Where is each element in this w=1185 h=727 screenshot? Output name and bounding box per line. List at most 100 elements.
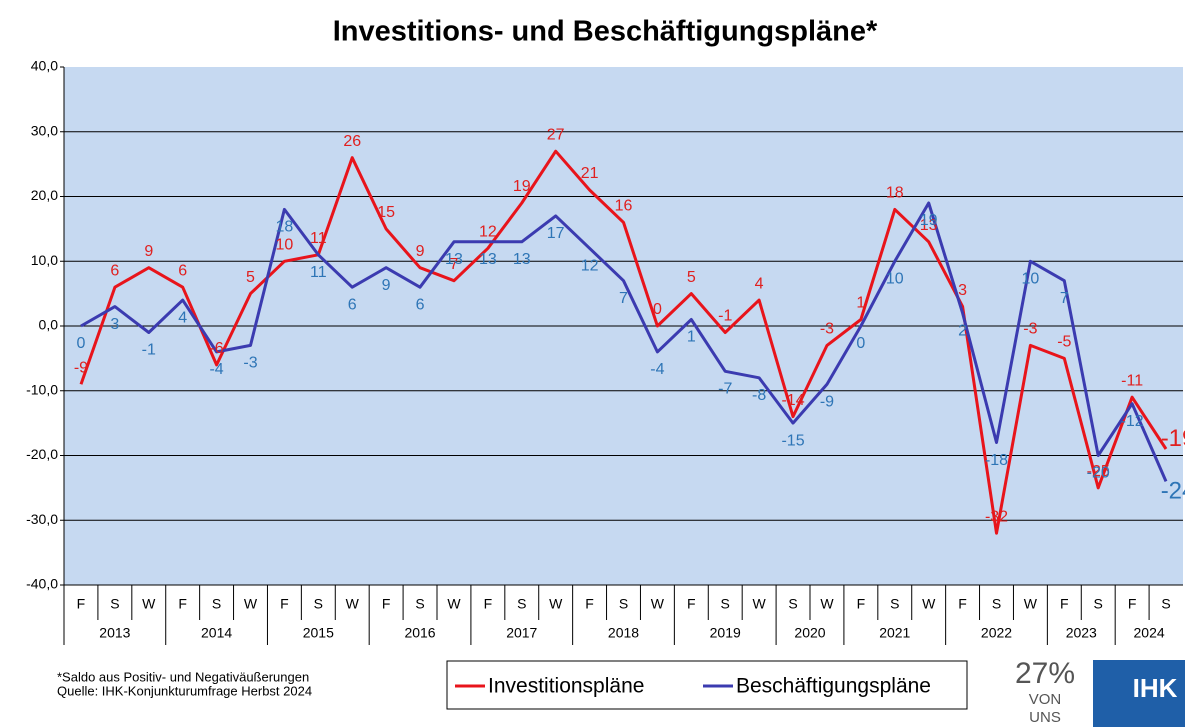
x-tick-label: S: [1161, 596, 1170, 612]
x-tick-label: W: [142, 596, 156, 612]
data-label: -5: [1057, 334, 1071, 351]
x-tick-label: W: [820, 596, 834, 612]
x-tick-label: F: [280, 596, 289, 612]
x-tick-label: F: [857, 596, 866, 612]
data-label: 11: [310, 230, 327, 247]
data-label: 16: [615, 198, 633, 215]
y-tick-label: 30,0: [31, 122, 58, 138]
x-tick-label: S: [890, 596, 899, 612]
data-label: 15: [377, 204, 395, 221]
footnote: *Saldo aus Positiv- und Negativäußerunge…: [57, 669, 309, 684]
logo: 27% VON UNS IHK: [1015, 657, 1185, 727]
year-label: 2021: [879, 625, 910, 641]
data-label: 2: [958, 322, 967, 339]
data-label: 1: [687, 329, 696, 346]
x-tick-label: W: [922, 596, 936, 612]
data-label: 7: [619, 290, 628, 307]
data-label: 3: [110, 316, 119, 333]
footnote: Quelle: IHK-Konjunkturumfrage Herbst 202…: [57, 683, 312, 698]
data-label: -3: [820, 321, 834, 338]
y-tick-label: 20,0: [31, 187, 58, 203]
year-label: 2020: [794, 625, 825, 641]
data-label: 18: [276, 219, 294, 236]
data-label: 5: [687, 269, 696, 286]
x-tick-label: W: [447, 596, 461, 612]
data-label: 3: [958, 282, 967, 299]
y-tick-label: -10,0: [26, 381, 58, 397]
year-label: 2017: [506, 625, 537, 641]
data-label: 10: [1022, 270, 1040, 287]
data-label: 0: [77, 335, 86, 352]
data-label: 6: [348, 296, 357, 313]
data-label: 21: [581, 165, 599, 182]
data-label: 9: [382, 277, 391, 294]
legend-label: Investitionspläne: [488, 675, 644, 698]
data-label: -7: [718, 381, 732, 398]
data-label: -4: [209, 361, 223, 378]
data-label: 0: [653, 301, 662, 318]
data-label: 1: [856, 295, 865, 312]
series-line: [80, 201, 1168, 482]
data-label: -6: [209, 340, 223, 357]
x-tick-label: F: [1128, 596, 1137, 612]
data-label: 4: [178, 309, 187, 326]
data-label: 7: [450, 256, 459, 273]
data-label: 26: [343, 133, 361, 150]
data-label: 5: [246, 269, 255, 286]
data-label: 13: [513, 251, 531, 268]
data-label: 4: [755, 275, 764, 292]
data-label: -11: [1121, 372, 1143, 389]
data-label: 12: [581, 258, 599, 275]
year-label: 2022: [981, 625, 1012, 641]
logo-text: 27%: [1015, 657, 1075, 690]
data-label: 0: [856, 335, 865, 352]
x-tick-label: F: [382, 596, 391, 612]
x-tick-label: F: [958, 596, 967, 612]
x-tick-label: S: [517, 596, 526, 612]
x-tick-label: S: [1094, 596, 1103, 612]
year-label: 2023: [1066, 625, 1097, 641]
x-tick-label: F: [585, 596, 594, 612]
x-tick-label: W: [651, 596, 665, 612]
data-label: -12: [1121, 413, 1144, 430]
data-label: 10: [886, 270, 904, 287]
data-label: 6: [110, 262, 119, 279]
x-tick-label: F: [77, 596, 86, 612]
data-label: -1: [718, 308, 732, 325]
data-label: -18: [985, 452, 1008, 469]
y-tick-label: -40,0: [26, 576, 58, 592]
x-tick-label: S: [314, 596, 323, 612]
x-tick-label: W: [549, 596, 563, 612]
data-label: 27: [547, 126, 565, 143]
y-tick-label: 40,0: [31, 58, 58, 74]
x-tick-label: S: [110, 596, 119, 612]
x-tick-label: S: [992, 596, 1001, 612]
x-tick-label: F: [1060, 596, 1069, 612]
data-label: 13: [479, 251, 497, 268]
data-label: 9: [416, 243, 425, 260]
y-tick-label: 0,0: [39, 317, 59, 333]
data-label: -1: [142, 342, 156, 359]
data-label: 13: [920, 217, 938, 234]
x-tick-label: F: [178, 596, 187, 612]
data-label: -19: [1161, 425, 1185, 452]
logo-text: UNS: [1029, 709, 1061, 726]
data-label: -32: [985, 508, 1008, 525]
data-label: -4: [650, 361, 664, 378]
year-label: 2024: [1134, 625, 1165, 641]
x-tick-label: F: [484, 596, 493, 612]
logo-text: VON: [1029, 691, 1062, 708]
year-label: 2019: [710, 625, 741, 641]
x-tick-label: W: [244, 596, 258, 612]
data-label: -15: [781, 432, 804, 449]
data-label: 12: [479, 224, 497, 241]
data-label: -3: [1023, 321, 1037, 338]
x-tick-label: S: [788, 596, 797, 612]
data-label: 17: [547, 225, 565, 242]
data-label: 13: [445, 251, 463, 268]
data-label: -9: [820, 393, 834, 410]
data-label: -24: [1161, 478, 1185, 505]
data-label: -8: [752, 387, 766, 404]
data-label: 9: [144, 243, 153, 260]
